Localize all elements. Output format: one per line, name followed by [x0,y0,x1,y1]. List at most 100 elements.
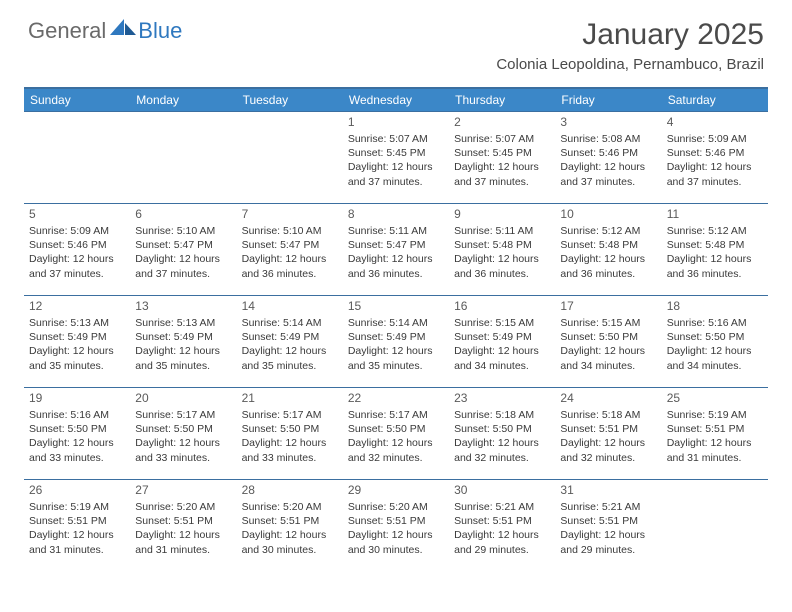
day-number: 14 [242,299,338,313]
day-detail: Sunrise: 5:18 AMSunset: 5:51 PMDaylight:… [560,408,656,465]
day-number: 28 [242,483,338,497]
page-header: General Blue January 2025 Colonia Leopol… [0,0,792,79]
day-detail: Sunrise: 5:09 AMSunset: 5:46 PMDaylight:… [29,224,125,281]
day-detail: Sunrise: 5:07 AMSunset: 5:45 PMDaylight:… [348,132,444,189]
calendar-empty-cell [130,112,236,204]
calendar-day-cell: 28 Sunrise: 5:20 AMSunset: 5:51 PMDayligh… [237,480,343,572]
day-detail: Sunrise: 5:17 AMSunset: 5:50 PMDaylight:… [135,408,231,465]
calendar-day-cell: 13 Sunrise: 5:13 AMSunset: 5:49 PMDayligh… [130,296,236,388]
day-number: 27 [135,483,231,497]
brand-logo: General Blue [28,18,182,44]
day-detail: Sunrise: 5:14 AMSunset: 5:49 PMDaylight:… [242,316,338,373]
calendar-day-cell: 11 Sunrise: 5:12 AMSunset: 5:48 PMDayligh… [662,204,768,296]
calendar-day-cell: 12 Sunrise: 5:13 AMSunset: 5:49 PMDayligh… [24,296,130,388]
calendar-day-cell: 8Sunrise: 5:11 AMSunset: 5:47 PMDaylight… [343,204,449,296]
day-detail: Sunrise: 5:13 AMSunset: 5:49 PMDaylight:… [135,316,231,373]
day-detail: Sunrise: 5:17 AMSunset: 5:50 PMDaylight:… [242,408,338,465]
day-number: 31 [560,483,656,497]
location-text: Colonia Leopoldina, Pernambuco, Brazil [496,56,764,73]
day-number: 18 [667,299,763,313]
day-header: Tuesday [237,88,343,112]
day-detail: Sunrise: 5:09 AMSunset: 5:46 PMDaylight:… [667,132,763,189]
calendar-day-cell: 21 Sunrise: 5:17 AMSunset: 5:50 PMDayligh… [237,388,343,480]
day-header: Saturday [662,88,768,112]
calendar-empty-cell [24,112,130,204]
day-detail: Sunrise: 5:15 AMSunset: 5:50 PMDaylight:… [560,316,656,373]
day-detail: Sunrise: 5:20 AMSunset: 5:51 PMDaylight:… [242,500,338,557]
day-header: Thursday [449,88,555,112]
day-number: 19 [29,391,125,405]
calendar-day-cell: 24 Sunrise: 5:18 AMSunset: 5:51 PMDayligh… [555,388,661,480]
day-number: 20 [135,391,231,405]
day-detail: Sunrise: 5:07 AMSunset: 5:45 PMDaylight:… [454,132,550,189]
calendar-day-cell: 7 Sunrise: 5:10 AMSunset: 5:47 PMDaylight… [237,204,343,296]
day-detail: Sunrise: 5:18 AMSunset: 5:50 PMDaylight:… [454,408,550,465]
calendar-day-cell: 19Sunrise: 5:16 AMSunset: 5:50 PMDayligh… [24,388,130,480]
day-number: 24 [560,391,656,405]
calendar-week-row: 12 Sunrise: 5:13 AMSunset: 5:49 PMDayligh… [24,296,768,388]
day-number: 22 [348,391,444,405]
calendar-day-cell: 30Sunrise: 5:21 AMSunset: 5:51 PMDayligh… [449,480,555,572]
calendar-day-cell: 4 Sunrise: 5:09 AMSunset: 5:46 PMDaylight… [662,112,768,204]
calendar-day-cell: 16 Sunrise: 5:15 AMSunset: 5:49 PMDayligh… [449,296,555,388]
day-number: 13 [135,299,231,313]
calendar-day-cell: 27 Sunrise: 5:20 AMSunset: 5:51 PMDayligh… [130,480,236,572]
day-number: 15 [348,299,444,313]
calendar-day-cell: 20 Sunrise: 5:17 AMSunset: 5:50 PMDayligh… [130,388,236,480]
calendar-day-cell: 14 Sunrise: 5:14 AMSunset: 5:49 PMDayligh… [237,296,343,388]
day-detail: Sunrise: 5:20 AMSunset: 5:51 PMDaylight:… [135,500,231,557]
day-number: 25 [667,391,763,405]
day-detail: Sunrise: 5:10 AMSunset: 5:47 PMDaylight:… [135,224,231,281]
day-header: Wednesday [343,88,449,112]
day-detail: Sunrise: 5:12 AMSunset: 5:48 PMDaylight:… [667,224,763,281]
calendar-week-row: 1 Sunrise: 5:07 AMSunset: 5:45 PMDaylight… [24,112,768,204]
calendar-week-row: 26 Sunrise: 5:19 AMSunset: 5:51 PMDayligh… [24,480,768,572]
day-detail: Sunrise: 5:15 AMSunset: 5:49 PMDaylight:… [454,316,550,373]
calendar-empty-cell [662,480,768,572]
day-number: 1 [348,115,444,129]
day-number: 11 [667,207,763,221]
title-block: January 2025 Colonia Leopoldina, Pernamb… [496,18,764,73]
day-header: Friday [555,88,661,112]
day-header-row: SundayMondayTuesdayWednesdayThursdayFrid… [24,88,768,112]
calendar-table: SundayMondayTuesdayWednesdayThursdayFrid… [24,87,768,572]
day-number: 21 [242,391,338,405]
day-number: 7 [242,207,338,221]
day-detail: Sunrise: 5:17 AMSunset: 5:50 PMDaylight:… [348,408,444,465]
calendar-week-row: 5 Sunrise: 5:09 AMSunset: 5:46 PMDaylight… [24,204,768,296]
calendar-body: 1 Sunrise: 5:07 AMSunset: 5:45 PMDaylight… [24,112,768,572]
day-number: 17 [560,299,656,313]
brand-text-general: General [28,18,106,44]
calendar-day-cell: 9 Sunrise: 5:11 AMSunset: 5:48 PMDaylight… [449,204,555,296]
day-detail: Sunrise: 5:21 AMSunset: 5:51 PMDaylight:… [560,500,656,557]
day-detail: Sunrise: 5:12 AMSunset: 5:48 PMDaylight:… [560,224,656,281]
day-detail: Sunrise: 5:08 AMSunset: 5:46 PMDaylight:… [560,132,656,189]
day-number: 26 [29,483,125,497]
day-detail: Sunrise: 5:13 AMSunset: 5:49 PMDaylight:… [29,316,125,373]
calendar-day-cell: 18Sunrise: 5:16 AMSunset: 5:50 PMDayligh… [662,296,768,388]
calendar-day-cell: 26 Sunrise: 5:19 AMSunset: 5:51 PMDayligh… [24,480,130,572]
day-detail: Sunrise: 5:19 AMSunset: 5:51 PMDaylight:… [29,500,125,557]
day-number: 12 [29,299,125,313]
day-detail: Sunrise: 5:20 AMSunset: 5:51 PMDaylight:… [348,500,444,557]
day-detail: Sunrise: 5:11 AMSunset: 5:48 PMDaylight:… [454,224,550,281]
day-number: 4 [667,115,763,129]
calendar-day-cell: 1 Sunrise: 5:07 AMSunset: 5:45 PMDaylight… [343,112,449,204]
calendar-day-cell: 25 Sunrise: 5:19 AMSunset: 5:51 PMDayligh… [662,388,768,480]
calendar-day-cell: 2 Sunrise: 5:07 AMSunset: 5:45 PMDaylight… [449,112,555,204]
calendar-week-row: 19Sunrise: 5:16 AMSunset: 5:50 PMDayligh… [24,388,768,480]
day-number: 16 [454,299,550,313]
calendar-empty-cell [237,112,343,204]
day-detail: Sunrise: 5:11 AMSunset: 5:47 PMDaylight:… [348,224,444,281]
calendar-day-cell: 23Sunrise: 5:18 AMSunset: 5:50 PMDayligh… [449,388,555,480]
day-number: 2 [454,115,550,129]
day-detail: Sunrise: 5:10 AMSunset: 5:47 PMDaylight:… [242,224,338,281]
calendar-day-cell: 17 Sunrise: 5:15 AMSunset: 5:50 PMDayligh… [555,296,661,388]
calendar-day-cell: 3Sunrise: 5:08 AMSunset: 5:46 PMDaylight… [555,112,661,204]
day-detail: Sunrise: 5:19 AMSunset: 5:51 PMDaylight:… [667,408,763,465]
day-number: 9 [454,207,550,221]
day-number: 5 [29,207,125,221]
day-number: 6 [135,207,231,221]
month-title: January 2025 [496,18,764,52]
day-header: Sunday [24,88,130,112]
